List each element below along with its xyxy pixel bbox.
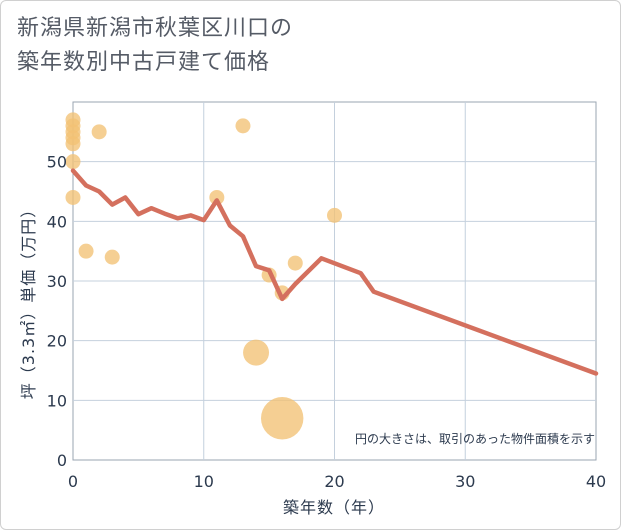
y-tick-label-10: 10: [47, 391, 67, 410]
trend-line: [70, 168, 599, 376]
y-tick-label-50: 50: [47, 153, 67, 172]
scatter-point-15: [260, 397, 304, 440]
y-tick-label-40: 40: [47, 212, 67, 231]
x-tick-labels: 0 10 20 30 40: [68, 472, 606, 491]
y-tick-label-0: 0: [57, 451, 67, 470]
y-axis-title: 坪（3.3㎡）単価（万円）: [19, 201, 38, 399]
chart-title-line-2: 築年数別中古戸建て価格: [17, 50, 271, 75]
scatter-point-11: [235, 118, 251, 134]
scatter-point-6: [65, 189, 81, 205]
chart-title: 新潟県新潟市秋葉区川口の 築年数別中古戸建て価格: [17, 12, 293, 80]
y-tick-labels: 0 10 20 30 40 50: [47, 153, 67, 470]
size-legend-note: 円の大きさは、取引のあった物件面積を示す: [355, 431, 595, 446]
x-tick-label-30: 30: [455, 472, 475, 491]
y-tick-label-30: 30: [47, 272, 67, 291]
chart-title-line-1: 新潟県新潟市秋葉区川口の: [17, 16, 294, 41]
scatter-point-17: [327, 207, 342, 223]
scatter-point-16: [287, 255, 303, 271]
x-tick-label-0: 0: [68, 472, 78, 491]
trend-line-group: [70, 168, 599, 376]
scatter-point-9: [104, 249, 120, 265]
scatter-point-8: [91, 124, 107, 140]
x-tick-label-20: 20: [324, 472, 344, 491]
scatter-point-12: [243, 339, 270, 366]
x-axis-title: 築年数（年）: [283, 498, 385, 517]
y-tick-label-20: 20: [47, 332, 67, 351]
scatter-point-10: [209, 189, 225, 205]
scatter-point-5: [65, 154, 81, 170]
x-tick-label-10: 10: [194, 472, 214, 491]
x-tick-label-40: 40: [586, 472, 606, 491]
scatter-point-4: [65, 136, 81, 152]
scatter-point-7: [78, 243, 94, 259]
